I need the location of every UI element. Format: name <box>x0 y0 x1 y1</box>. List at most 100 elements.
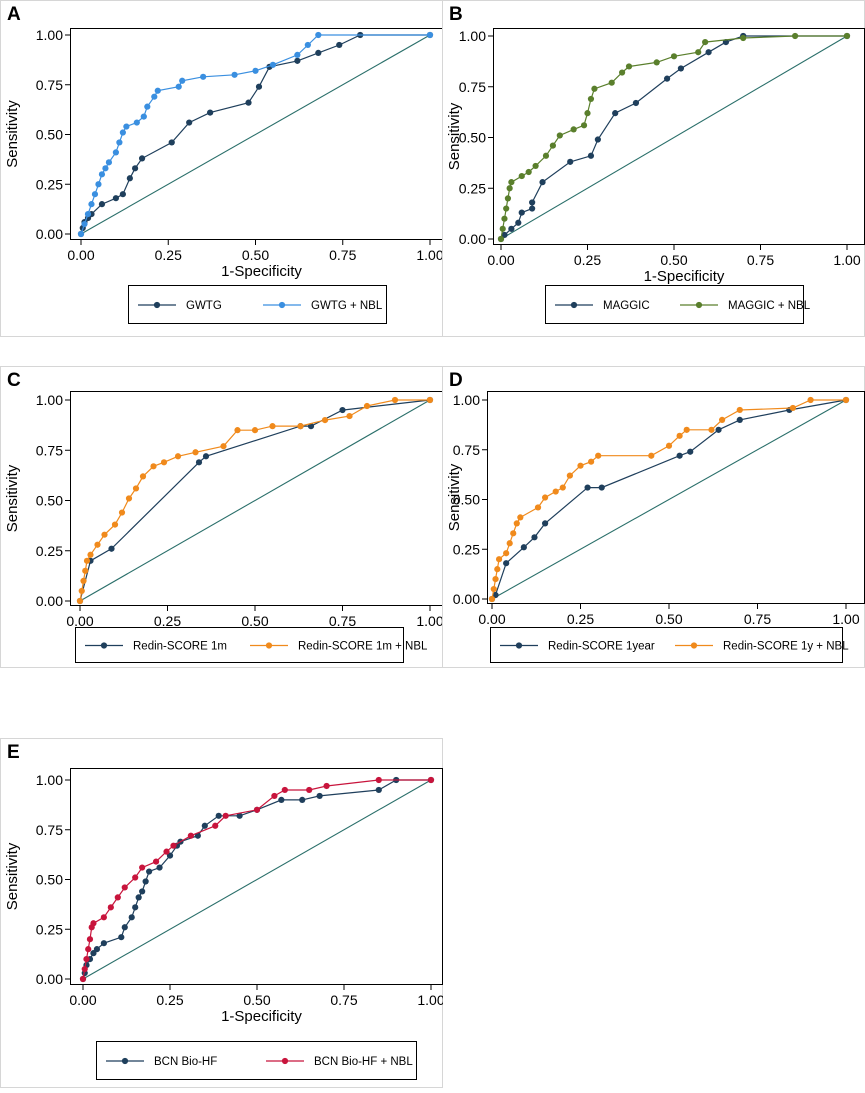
x-tick-label: 0.50 <box>655 611 682 627</box>
x-tick-label: 0.25 <box>567 611 594 627</box>
roc-point <box>78 587 85 595</box>
roc-point <box>76 597 84 605</box>
x-tick-label: 0.75 <box>747 252 774 268</box>
roc-point <box>245 99 252 106</box>
roc-point <box>299 796 306 803</box>
y-tick-label: 0.25 <box>453 541 480 557</box>
roc-point <box>215 812 222 819</box>
roc-point <box>251 427 259 434</box>
x-tick-label: 0.75 <box>329 613 356 629</box>
roc-point <box>612 110 619 117</box>
panel-frame <box>442 0 865 337</box>
panel-letter: A <box>7 4 21 25</box>
roc-point <box>676 432 683 439</box>
roc-point <box>179 77 186 84</box>
roc-point <box>119 129 126 136</box>
roc-point <box>705 49 712 56</box>
roc-point <box>619 69 626 76</box>
legend-label: Redin-SCORE 1m + NBL <box>298 641 428 653</box>
roc-point <box>201 822 208 829</box>
roc-point <box>83 557 91 564</box>
roc-point <box>532 162 539 170</box>
legend-label: BCN Bio-HF + NBL <box>314 1056 413 1068</box>
roc-point <box>236 812 243 819</box>
legend-marker <box>100 642 108 649</box>
roc-point <box>542 520 549 527</box>
roc-point <box>222 812 229 819</box>
roc-point <box>665 442 673 449</box>
x-tick-label: 1.00 <box>833 252 860 268</box>
roc-point <box>154 87 161 94</box>
roc-point <box>151 93 158 100</box>
roc-point <box>580 122 588 129</box>
y-tick-label: 0.75 <box>36 822 63 838</box>
roc-point <box>531 534 538 541</box>
legend: Redin-SCORE 1m Redin-SCORE 1m + NBL <box>75 627 428 663</box>
roc-chart-a: A 0.00 0.25 0.50 0.75 1.00 0.00 0.25 0.50 0.75 1.0… <box>0 0 444 337</box>
roc-point <box>504 195 512 202</box>
roc-point <box>336 41 343 49</box>
y-tick-label: 0.75 <box>453 442 480 458</box>
roc-point <box>508 179 515 186</box>
roc-point <box>95 181 102 188</box>
roc-point <box>146 868 153 875</box>
roc-point <box>98 201 106 208</box>
roc-point <box>677 65 685 72</box>
roc-point <box>166 852 174 859</box>
x-tick-label: 0.50 <box>243 992 270 1008</box>
legend-box <box>545 285 804 324</box>
roc-point <box>363 402 371 410</box>
roc-point <box>81 220 88 228</box>
roc-point <box>670 53 678 60</box>
series-2 <box>497 32 851 243</box>
y-tick-label: 0.50 <box>36 872 63 888</box>
x-tick-label: 1.00 <box>416 613 443 629</box>
roc-point <box>497 235 505 243</box>
roc-point <box>88 201 95 208</box>
roc-chart-d: D 0.00 0.25 0.50 0.75 1.00 0.00 0.25 0.50 0.75 1.0… <box>442 366 865 668</box>
roc-point <box>132 485 140 492</box>
roc-point <box>842 396 850 404</box>
roc-point <box>150 463 157 470</box>
roc-point <box>269 61 277 68</box>
y-tick-label: 0.25 <box>459 180 486 196</box>
roc-point <box>98 171 106 178</box>
roc-point <box>118 934 125 941</box>
roc-point <box>138 155 146 162</box>
x-tick-label: 0.25 <box>155 247 182 263</box>
roc-point <box>100 940 107 947</box>
roc-point <box>111 521 119 528</box>
x-tick-label: 0.50 <box>242 247 269 263</box>
roc-point <box>207 109 214 116</box>
roc-point <box>126 175 133 182</box>
roc-point <box>676 452 683 459</box>
roc-point <box>192 449 199 456</box>
roc-point <box>135 894 142 901</box>
y-tick-label: 0.50 <box>453 492 480 508</box>
roc-point <box>566 472 573 479</box>
roc-point <box>321 417 329 424</box>
roc-point <box>789 404 796 412</box>
roc-point <box>156 864 163 871</box>
roc-point <box>323 782 330 790</box>
roc-point <box>231 71 238 78</box>
roc-point <box>542 152 550 159</box>
legend-marker <box>515 642 523 649</box>
roc-point <box>587 95 595 103</box>
roc-point <box>139 888 146 895</box>
roc-point <box>102 165 109 172</box>
roc-point <box>81 965 88 973</box>
y-tick-label: 1.00 <box>36 392 63 408</box>
roc-point <box>252 67 259 74</box>
y-tick-label: 1.00 <box>453 392 480 408</box>
roc-point <box>304 41 311 49</box>
roc-point <box>375 786 382 794</box>
roc-point <box>495 556 503 563</box>
y-tick-label: 0.75 <box>36 442 63 458</box>
roc-point <box>539 179 546 186</box>
reference-diagonal-line <box>491 399 847 600</box>
roc-point <box>307 423 315 430</box>
roc-point <box>542 494 549 501</box>
roc-point <box>118 509 126 516</box>
roc-point <box>518 209 525 216</box>
